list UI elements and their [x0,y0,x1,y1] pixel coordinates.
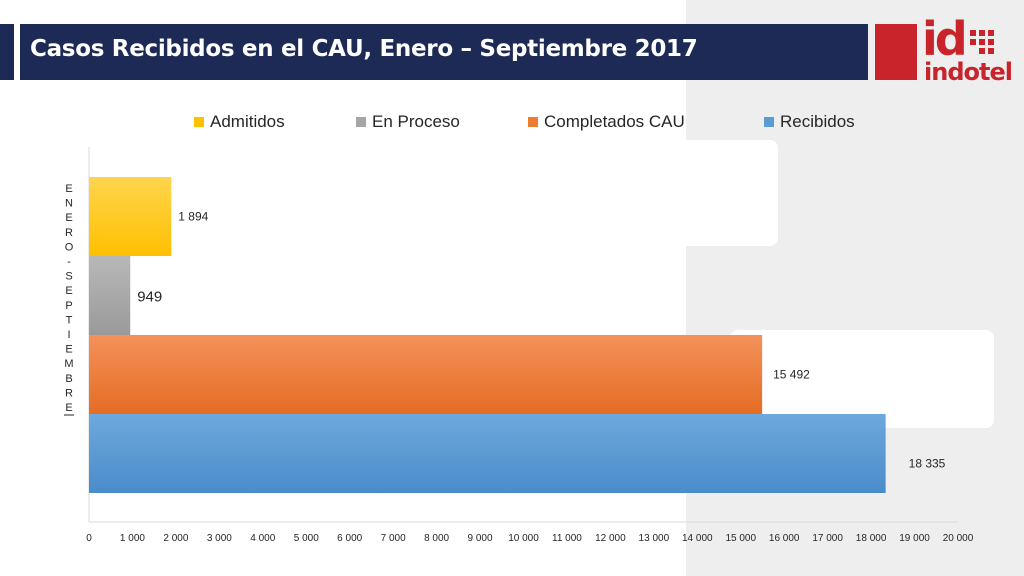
legend-item-admitidos: Admitidos [194,112,285,132]
x-tick-label: 3 000 [207,533,232,544]
category-label-letter: - [67,256,71,268]
category-label-letter: R [65,227,73,239]
x-tick-label: 13 000 [639,533,670,544]
page-title: Casos Recibidos en el CAU, Enero – Septi… [30,36,698,62]
x-tick-label: 10 000 [508,533,539,544]
category-label-letter: T [66,314,73,326]
category-label-letter: E [65,285,72,297]
x-tick-label: 19 000 [899,533,930,544]
logo-red-block [875,24,917,80]
legend-label-recibidos: Recibidos [780,112,855,131]
legend-label-admitidos: Admitidos [210,112,285,131]
legend-swatch-en-proceso [356,117,366,127]
background-card-top [680,140,778,246]
x-tick-label: 6 000 [337,533,362,544]
bar-recibidos [89,414,886,493]
category-label-letter: I [67,329,70,341]
data-label-completados-cau: 15 492 [773,368,810,382]
x-tick-label: 5 000 [294,533,319,544]
x-tick-label: 17 000 [812,533,843,544]
category-label-letter: O [65,241,74,253]
x-tick-label: 9 000 [468,533,493,544]
legend-label-en-proceso: En Proceso [372,112,460,131]
data-label-recibidos: 18 335 [909,457,946,471]
logo-mark: id [922,12,968,66]
category-label-letter: P [65,300,72,312]
x-tick-label: 18 000 [856,533,887,544]
x-tick-label: 16 000 [769,533,800,544]
bar-completados-cau [89,335,763,414]
logo-dots-icon [970,30,1000,56]
category-label-letter: S [65,271,72,283]
category-label-letter: E [65,212,72,224]
bar-admitidos [89,177,172,256]
data-label-admitidos: 1 894 [178,210,208,224]
indotel-logo: id indotel [872,12,1013,88]
x-tick-label: 7 000 [381,533,406,544]
category-label-letter: E [65,344,72,356]
category-label-letter: E [65,183,72,195]
title-accent [14,24,20,80]
data-label-en-proceso: 949 [137,289,162,306]
x-tick-label: 20 000 [943,533,974,544]
legend-swatch-completados [528,117,538,127]
category-label-letter: B [65,373,72,385]
logo-brand-name: indotel [924,58,1013,86]
background-card-mid [730,330,994,428]
x-tick-label: 4 000 [250,533,275,544]
legend-item-completados: Completados CAU [528,112,685,132]
x-tick-label: 11 000 [552,533,582,544]
x-tick-label: 8 000 [424,533,449,544]
category-label-letter: E [65,402,72,414]
legend-swatch-recibidos [764,117,774,127]
legend-swatch-admitidos [194,117,204,127]
x-tick-label: 1 000 [120,533,145,544]
category-label-letter: M [64,358,73,370]
legend-item-en-proceso: En Proceso [356,112,460,132]
legend-label-completados: Completados CAU [544,112,685,131]
category-label-letter: R [65,387,73,399]
x-tick-label: 14 000 [682,533,713,544]
x-tick-label: 12 000 [595,533,626,544]
category-label-letter: N [65,198,73,210]
chart-legend: Admitidos En Proceso Completados CAU Rec… [190,112,890,136]
x-tick-label: 15 000 [725,533,756,544]
x-tick-label: 2 000 [163,533,188,544]
legend-item-recibidos: Recibidos [764,112,855,132]
title-bar: Casos Recibidos en el CAU, Enero – Septi… [0,24,868,80]
bar-en-proceso [89,256,131,335]
x-tick-label: 0 [86,533,92,544]
